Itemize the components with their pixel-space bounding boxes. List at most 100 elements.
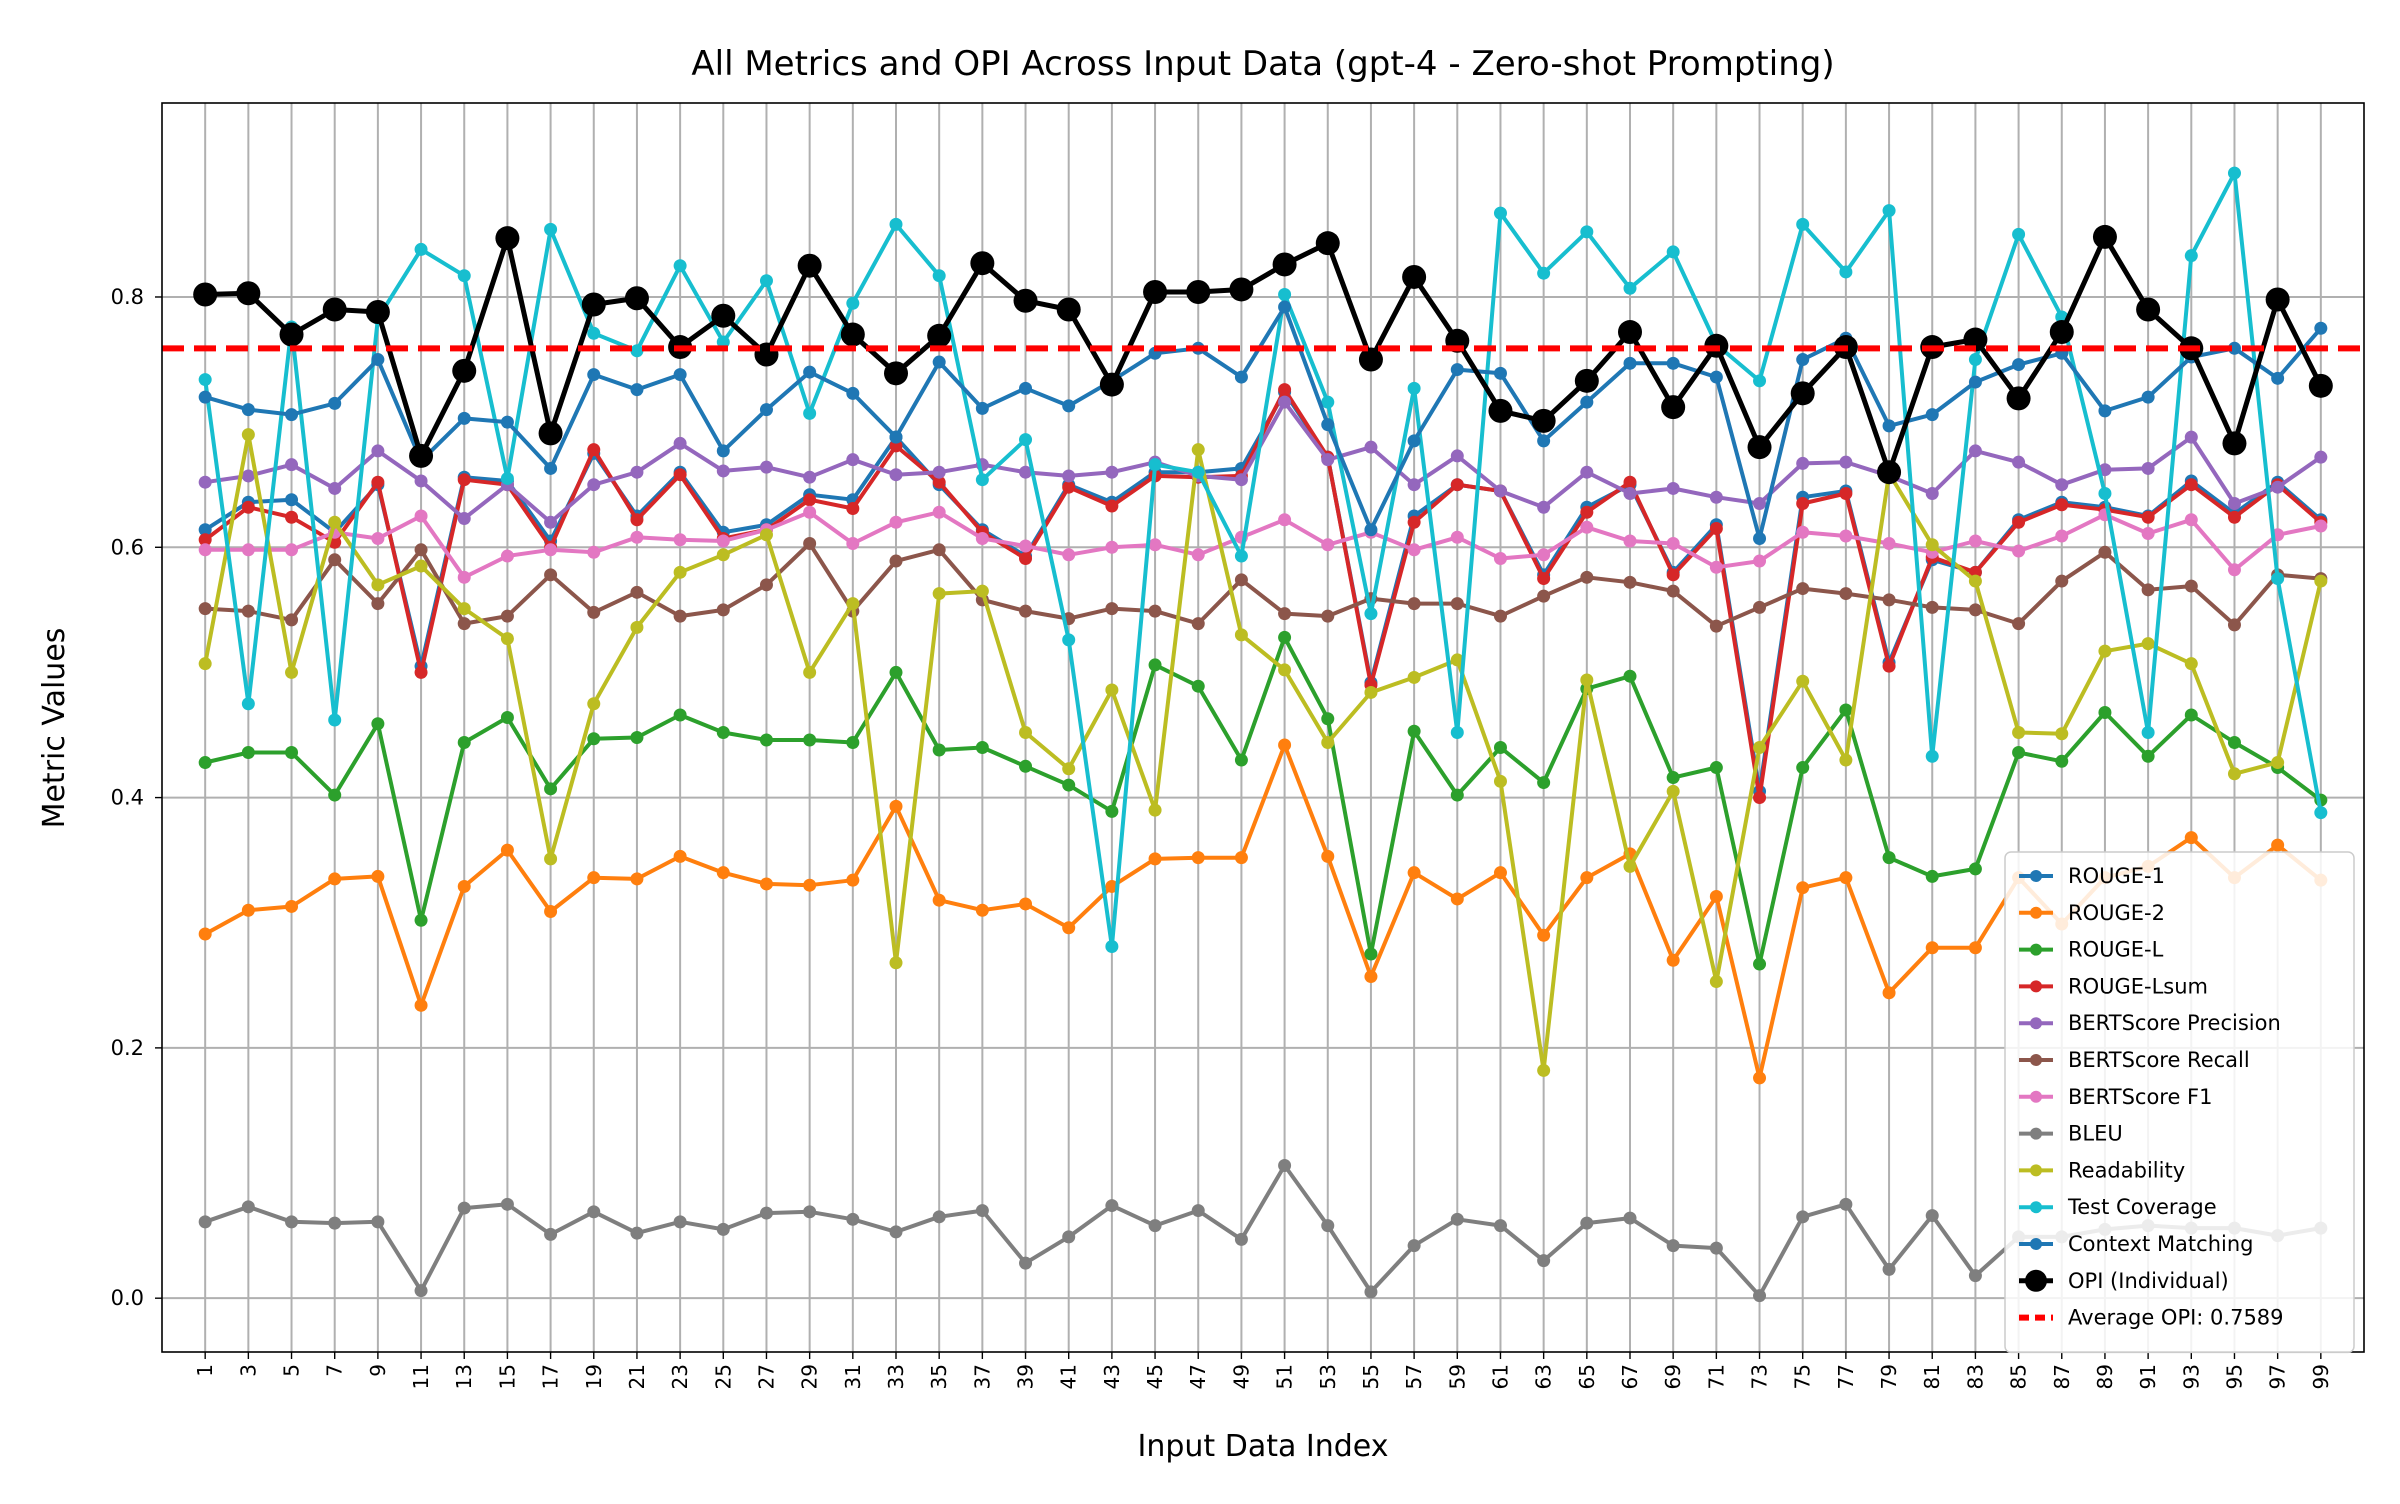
data-point (889, 956, 903, 970)
data-point (1925, 486, 1939, 500)
data-point (198, 543, 212, 557)
data-point (1753, 532, 1767, 546)
data-point (2314, 519, 2328, 533)
data-point (2184, 478, 2198, 492)
data-point (241, 543, 255, 557)
data-point (673, 468, 687, 482)
data-point (932, 543, 946, 557)
data-point (2098, 545, 2112, 559)
data-point (1148, 604, 1162, 618)
data-point (236, 281, 261, 306)
x-tick-label: 21 (625, 1364, 649, 1389)
data-point (975, 584, 989, 598)
x-tick-label: 73 (1748, 1364, 1772, 1389)
data-point (500, 609, 514, 623)
data-point (1882, 659, 1896, 673)
data-point (673, 259, 687, 273)
data-point (759, 528, 773, 542)
data-point (975, 903, 989, 917)
legend-marker (2025, 1269, 2047, 1292)
legend-label: BERTScore Precision (2068, 1011, 2281, 1035)
data-point (1105, 804, 1119, 818)
data-point (1407, 866, 1421, 880)
data-point (2055, 478, 2069, 492)
data-point (198, 927, 212, 941)
data-point (1105, 465, 1119, 479)
data-point (457, 736, 471, 750)
data-point (1839, 871, 1853, 885)
data-point (1019, 897, 1033, 911)
data-point (1753, 496, 1767, 510)
data-point (2098, 404, 2112, 418)
data-point (371, 717, 385, 731)
data-point (1278, 300, 1292, 314)
data-point (544, 222, 558, 236)
data-point (1364, 607, 1378, 621)
data-point (285, 746, 299, 760)
data-point (1191, 851, 1205, 865)
data-point (1623, 534, 1637, 548)
data-point (414, 543, 428, 557)
data-point (846, 736, 860, 750)
legend-marker (2030, 1201, 2042, 1214)
data-point (1925, 538, 1939, 552)
x-tick-label: 69 (1661, 1364, 1685, 1389)
data-point (1623, 475, 1637, 489)
data-point (414, 913, 428, 927)
data-point (1796, 1210, 1810, 1224)
x-tick-label: 15 (495, 1364, 519, 1389)
data-point (587, 326, 601, 340)
data-point (1753, 600, 1767, 614)
x-tick-label: 51 (1273, 1364, 1297, 1389)
data-point (2012, 544, 2026, 558)
data-point (1358, 347, 1383, 372)
data-point (630, 585, 644, 599)
chart-title: All Metrics and OPI Across Input Data (g… (691, 44, 1834, 84)
x-tick-label: 43 (1100, 1364, 1124, 1389)
x-tick-label: 37 (970, 1364, 994, 1389)
data-point (1148, 852, 1162, 866)
data-point (624, 286, 649, 311)
legend-marker (2030, 1017, 2042, 1030)
x-tick-label: 77 (1834, 1364, 1858, 1389)
data-point (457, 617, 471, 631)
data-point (1968, 862, 1982, 876)
x-tick-label: 13 (452, 1364, 476, 1389)
data-point (1839, 587, 1853, 601)
x-tick-label: 95 (2222, 1364, 2246, 1389)
data-point (1531, 408, 1556, 433)
data-point (1234, 473, 1248, 487)
data-point (2227, 736, 2241, 750)
legend-item: Test Coverage (2019, 1195, 2217, 1219)
series-opi-individual (193, 224, 2333, 485)
data-point (759, 403, 773, 417)
data-point (198, 1215, 212, 1229)
data-point (198, 602, 212, 616)
data-point (1537, 928, 1551, 942)
data-point (322, 297, 347, 322)
data-point (1019, 381, 1033, 395)
data-point (975, 1204, 989, 1218)
data-point (198, 390, 212, 404)
x-tick-label: 45 (1143, 1364, 1167, 1389)
data-point (1278, 287, 1292, 301)
x-tick-label: 67 (1618, 1364, 1642, 1389)
data-point (500, 549, 514, 563)
data-point (846, 1212, 860, 1226)
data-point (759, 1206, 773, 1220)
data-point (1574, 368, 1599, 393)
data-point (1882, 851, 1896, 865)
data-point (932, 1210, 946, 1224)
series-line (205, 510, 2322, 580)
data-point (1407, 670, 1421, 684)
data-point (1623, 486, 1637, 500)
data-point (241, 604, 255, 618)
data-point (932, 465, 946, 479)
series-line (204, 1163, 2322, 1298)
data-point (1968, 603, 1982, 617)
y-tick-label: 0.0 (111, 1286, 144, 1310)
x-tick-label: 29 (798, 1364, 822, 1389)
series-line (204, 635, 2323, 966)
data-point (1234, 549, 1248, 563)
data-point (1062, 1230, 1076, 1244)
